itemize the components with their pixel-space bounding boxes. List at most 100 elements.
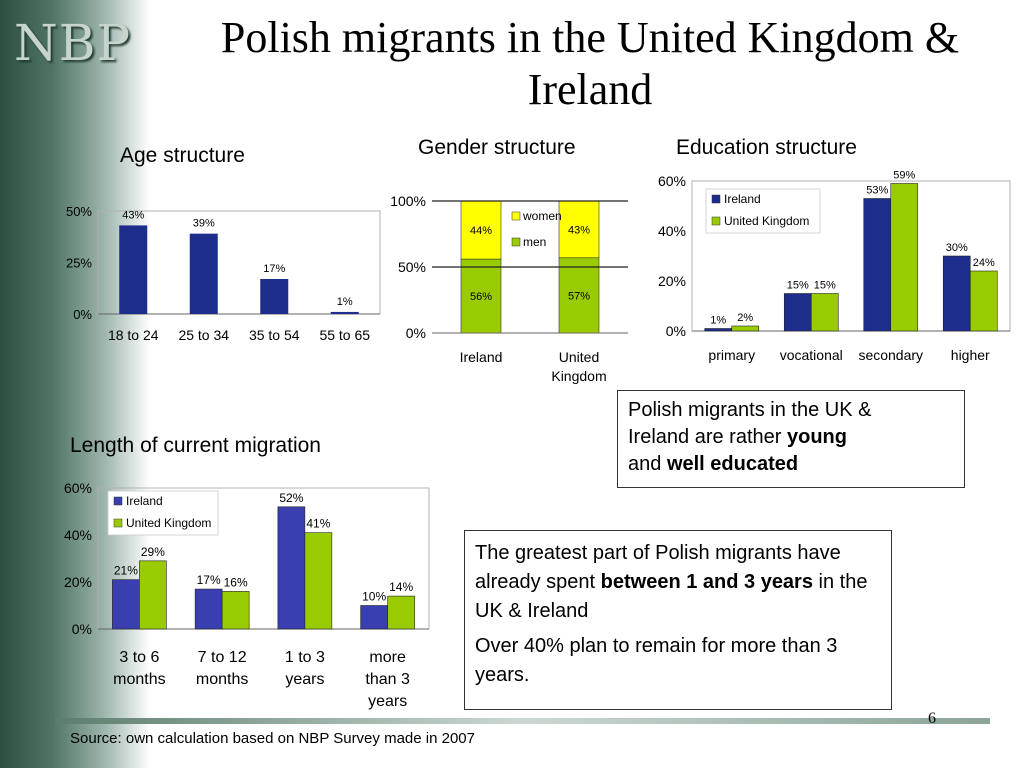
length-xtick-label: than 3	[365, 671, 410, 688]
title-line-2: Ireland	[527, 65, 653, 114]
age-ytick-label: 50%	[66, 204, 92, 219]
age-xtick-label: 55 to 65	[319, 327, 370, 343]
length-data-label: 14%	[389, 580, 413, 594]
length-xtick-label: 1 to 3	[285, 649, 325, 666]
footer-divider	[55, 718, 990, 724]
age-data-label: 43%	[122, 209, 144, 221]
age-xtick-label: 25 to 34	[178, 327, 229, 343]
gender-bar-women	[460, 200, 502, 260]
age-data-label: 1%	[337, 296, 353, 308]
gender-data-label: 43%	[568, 224, 590, 236]
education-chart-title: Education structure	[676, 136, 857, 159]
gender-legend-swatch	[511, 211, 521, 221]
age-bar	[260, 278, 289, 314]
gender-data-label: 44%	[470, 225, 492, 237]
migration-textbox: The greatest part of Polish migrants hav…	[464, 530, 892, 710]
length-xtick-label: months	[196, 671, 248, 688]
gender-ytick-label: 0%	[406, 325, 426, 341]
gender-bar-men	[558, 257, 600, 334]
gender-chart-title: Gender structure	[418, 136, 576, 159]
gender-xtick-label: United	[559, 349, 599, 365]
age-data-label: 17%	[263, 263, 285, 275]
length-bar-united-kingdom	[221, 591, 250, 630]
length-data-label: 21%	[114, 564, 138, 578]
gender-ytick-label: 50%	[398, 259, 426, 275]
education-legend-swatch	[711, 194, 721, 204]
education-legend-box	[705, 188, 821, 234]
education-legend-label: United Kingdom	[724, 214, 809, 228]
gender-ytick-label: 100%	[390, 193, 426, 209]
gender-bar-men	[460, 258, 502, 334]
length-data-label: 16%	[224, 575, 248, 589]
nbp-logo: NBP	[14, 14, 132, 72]
education-bar-ireland	[863, 198, 892, 332]
length-legend-label: United Kingdom	[126, 516, 211, 530]
length-legend-swatch	[113, 496, 123, 506]
education-bar-ireland	[704, 328, 733, 332]
education-data-label: 24%	[973, 257, 995, 269]
length-bar-ireland	[194, 588, 223, 630]
length-bar-ireland	[277, 506, 306, 630]
age-bar	[330, 311, 359, 314]
education-ytick-label: 20%	[658, 273, 686, 289]
education-bar-united-kingdom	[810, 293, 839, 332]
title-line-1: Polish migrants in the United Kingdom &	[220, 13, 960, 62]
education-xtick-label: secondary	[858, 347, 923, 363]
migration-p1-bold: between 1 and 3 years	[600, 571, 813, 593]
length-ytick-label: 20%	[64, 574, 92, 590]
length-data-label: 17%	[197, 573, 221, 587]
education-data-label: 59%	[893, 170, 915, 182]
age-bar	[189, 233, 218, 314]
length-legend-swatch	[113, 518, 123, 528]
age-ytick-label: 0%	[73, 307, 92, 322]
education-xtick-label: higher	[951, 347, 990, 363]
length-data-label: 10%	[362, 590, 386, 604]
education-ytick-label: 60%	[658, 173, 686, 189]
age-chart-title: Age structure	[120, 144, 245, 167]
education-bar-ireland	[942, 255, 971, 332]
length-ytick-label: 40%	[64, 527, 92, 543]
migration-p2: Over 40% plan to remain for more than 3 …	[475, 635, 838, 686]
length-legend-box	[107, 490, 219, 536]
length-chart-title: Length of current migration	[70, 434, 321, 457]
migration-p1-end: in the UK & Ireland	[475, 571, 868, 622]
migration-p1-text: The greatest part of Polish migrants hav…	[475, 542, 841, 593]
length-bar-ireland	[360, 605, 388, 630]
summary-line-3-text: and	[628, 453, 667, 475]
education-data-label: 30%	[946, 242, 968, 254]
length-xtick-label: years	[285, 671, 324, 688]
length-data-label: 29%	[141, 545, 165, 559]
age-xtick-label: 18 to 24	[108, 327, 159, 343]
length-ytick-label: 60%	[64, 480, 92, 496]
gender-legend-label: women	[522, 209, 562, 223]
page-number: 6	[928, 710, 936, 727]
education-legend-swatch	[711, 216, 721, 226]
length-bar-united-kingdom	[387, 595, 415, 630]
gender-xtick-label: Kingdom	[551, 368, 606, 384]
education-bar-ireland	[783, 293, 812, 332]
length-xtick-label: months	[113, 671, 165, 688]
education-bar-united-kingdom	[731, 325, 760, 332]
summary-textbox: Polish migrants in the UK & Ireland are …	[617, 390, 965, 488]
gender-xtick-label: Ireland	[460, 349, 503, 365]
education-data-label: 2%	[737, 312, 753, 324]
length-data-label: 41%	[306, 517, 330, 531]
sidebar-gradient	[0, 0, 150, 768]
education-data-label: 53%	[866, 185, 888, 197]
source-note: Source: own calculation based on NBP Sur…	[70, 730, 475, 747]
age-xtick-label: 35 to 54	[249, 327, 300, 343]
summary-young: young	[786, 426, 847, 448]
age-bar	[119, 225, 148, 314]
gender-bar-women	[558, 200, 600, 259]
education-data-label: 15%	[814, 280, 836, 292]
length-xtick-label: years	[368, 693, 407, 710]
summary-line-2-text: Ireland are rather	[628, 426, 787, 448]
education-ytick-label: 40%	[658, 223, 686, 239]
education-xtick-label: primary	[708, 347, 755, 363]
education-data-label: 1%	[710, 315, 726, 327]
length-bar-ireland	[112, 579, 140, 630]
length-xtick-label: 3 to 6	[119, 649, 159, 666]
length-bar-united-kingdom	[304, 532, 333, 630]
length-legend-label: Ireland	[126, 494, 163, 508]
education-data-label: 15%	[787, 280, 809, 292]
